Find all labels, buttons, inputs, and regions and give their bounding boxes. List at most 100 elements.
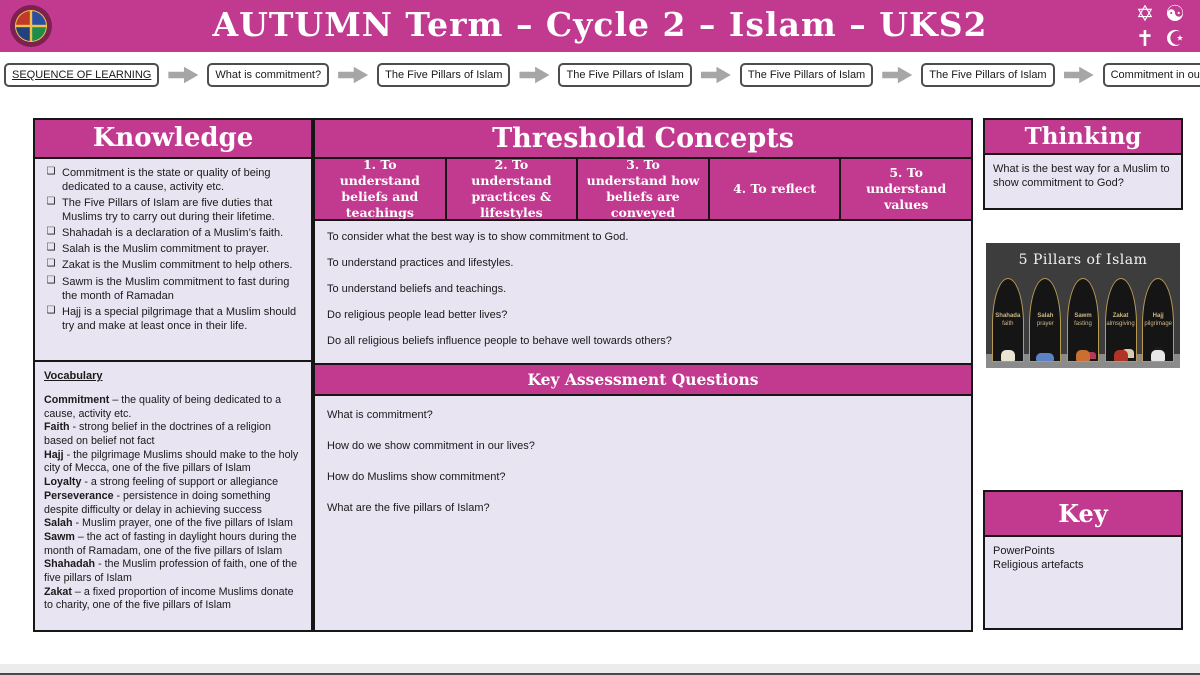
vocabulary-definition: – a fixed proportion of income Muslims d… [44,585,294,612]
vocabulary-entry: Hajj - the pilgrimage Muslims should mak… [44,449,302,476]
religion-symbol-icon: ☯ [1165,1,1185,26]
threshold-concept: 3. To understand how beliefs are conveye… [578,157,710,220]
knowledge-item-text: Zakat is the Muslim commitment to help o… [62,259,293,272]
knowledge-item-text: Shahadah is a declaration of a Muslim’s … [62,227,284,240]
vocabulary-definition: - a strong feeling of support or allegia… [84,476,279,489]
knowledge-item-text: Sawm is the Muslim commitment to fast du… [62,275,290,302]
knowledge-item: ❑ Sawm is the Muslim commitment to fast … [40,275,306,303]
vocabulary-entry: Zakat – a fixed proportion of income Mus… [44,586,302,613]
threshold-concept: 1. To understand beliefs and teachings [315,157,447,220]
pillar-name: Sawm [1074,313,1092,319]
knowledge-item: ❑ Salah is the Muslim commitment to pray… [40,242,306,256]
vocabulary-definition: - the pilgrimage Muslims should make to … [44,448,299,475]
threshold-statement: To consider what the best way is to show… [327,231,629,243]
pillar-label: Hajj pilgrimage [1143,313,1173,328]
pillar-practice: fasting [1074,320,1092,327]
pillar-arch: Shahada faith [991,278,1024,362]
knowledge-item: ❑ Hajj is a special pilgrimage that a Mu… [40,305,306,333]
vocabulary-title: Vocabulary [44,370,103,382]
page-title: AUTUMN Term – Cycle 2 – Islam – UKS2 [212,5,988,44]
pillar-name: Hajj [1152,313,1164,319]
sequence-of-learning: SEQUENCE OF LEARNING What is commitment?… [4,61,1200,89]
pillar-label: Zakat almsgiving [1106,313,1136,328]
arrow-right-icon [338,66,369,84]
vocabulary-term: Commitment [44,394,110,406]
vocabulary-definition: - persistence in doing something despite… [44,489,271,516]
school-logo-icon [10,5,52,47]
knowledge-list: ❑ Commitment is the state or quality of … [33,157,313,362]
vocabulary-definition: - strong belief in the doctrines of a re… [44,421,271,448]
checkbox-bullet-icon: ❑ [46,304,56,316]
pillar-practice: prayer [1036,320,1054,327]
knowledge-header: Knowledge [33,118,313,159]
vocabulary-entry: Commitment – the quality of being dedica… [44,394,302,421]
sequence-step-label: The Five Pillars of Islam [377,63,511,87]
five-pillars-image-title: 5 Pillars of Islam [1018,252,1148,268]
threshold-statement: Do all religious beliefs influence peopl… [327,335,672,347]
pillar-arch: Hajj pilgrimage [1142,278,1175,362]
pillar-arches: Shahada faith Salah prayer Sawm [989,278,1177,362]
threshold-concepts-header: Threshold Concepts [313,118,973,159]
pillar-figure-icon [1036,353,1055,361]
thinking-question: What is the best way for a Muslim to sho… [983,153,1183,210]
sequence-step: The Five Pillars of Islam [739,63,921,87]
knowledge-item: ❑ Shahadah is a declaration of a Muslim’… [40,226,306,240]
arrow-right-icon [882,66,913,84]
threshold-statement: To understand practices and lifestyles. [327,257,514,269]
vocabulary-entry: Faith - strong belief in the doctrines o… [44,421,302,448]
checkbox-bullet-icon: ❑ [46,196,56,208]
knowledge-item: ❑ The Five Pillars of Islam are five dut… [40,196,306,224]
vocabulary-term: Hajj [44,448,64,461]
pillar-figure-icon [1075,350,1090,361]
arrow-right-icon [168,66,199,84]
knowledge-item-text: Salah is the Muslim commitment to prayer… [62,243,270,256]
checkbox-bullet-icon: ❑ [46,258,56,270]
pillar-figure-icon [1151,350,1166,361]
pillar-name: Salah [1037,313,1054,319]
five-pillars-image: 5 Pillars of Islam Shahada faith Salah p… [986,243,1180,368]
knowledge-item: ❑ Zakat is the Muslim commitment to help… [40,258,306,272]
threshold-statement: Do religious people lead better lives? [327,309,508,321]
vocabulary-list: Commitment – the quality of being dedica… [44,394,302,613]
sequence-step: What is commitment? [207,63,377,87]
religious-symbols-icon: ✡ ☯ ✝ ☪ [1130,1,1190,51]
sequence-step-label: SEQUENCE OF LEARNING [4,63,160,87]
threshold-concept: 4. To reflect [710,159,842,219]
vocabulary-term: Shahadah [44,558,96,571]
pillar-practice: pilgrimage [1144,320,1173,327]
sequence-step-label: The Five Pillars of Islam [739,63,874,87]
vocabulary-entry: Perseverance - persistence in doing some… [44,490,302,517]
pillar-arch: Zakat almsgiving [1104,278,1137,362]
bottom-strip [0,664,1200,675]
arrow-right-icon [519,66,550,84]
vocabulary-entry: Shahadah - the Muslim profession of fait… [44,558,302,585]
sequence-step-label: What is commitment? [207,63,330,87]
pillar-label: Sawm fasting [1068,313,1098,328]
key-resources-list: PowerPoints Religious artefacts [983,535,1183,630]
assessment-question: What is commitment? [327,409,433,421]
resource-item: Religious artefacts [993,559,1084,572]
sequence-step: The Five Pillars of Islam [921,63,1102,87]
vocabulary-term: Faith [44,421,70,434]
pillar-figure-icon [1000,350,1015,361]
vocabulary-entry: Sawm – the act of fasting in daylight ho… [44,531,302,558]
threshold-statements: To consider what the best way is to show… [313,219,973,365]
pillar-arch: Salah prayer [1029,278,1062,362]
vocabulary-panel: Vocabulary Commitment – the quality of b… [33,360,313,632]
vocabulary-definition: – the act of fasting in daylight hours d… [44,530,297,557]
vocabulary-entry: Loyalty - a strong feeling of support or… [44,476,302,490]
key-assessment-questions: What is commitment? How do we show commit… [313,394,973,632]
assessment-question: What are the five pillars of Islam? [327,502,490,514]
religion-symbol-icon: ✡ [1135,1,1155,26]
checkbox-bullet-icon: ❑ [46,166,56,177]
vocabulary-term: Salah [44,517,73,530]
pillar-name: Shahada [995,313,1021,319]
threshold-concept: 2. To understand practices & lifestyles [447,157,579,220]
sequence-step: SEQUENCE OF LEARNING [4,63,207,87]
arrow-right-icon [700,66,731,84]
vocabulary-term: Loyalty [44,476,82,489]
assessment-question: How do we show commitment in our lives? [327,440,535,452]
arrow-right-icon [1063,66,1094,84]
sequence-step: The Five Pillars of Islam [377,63,558,87]
